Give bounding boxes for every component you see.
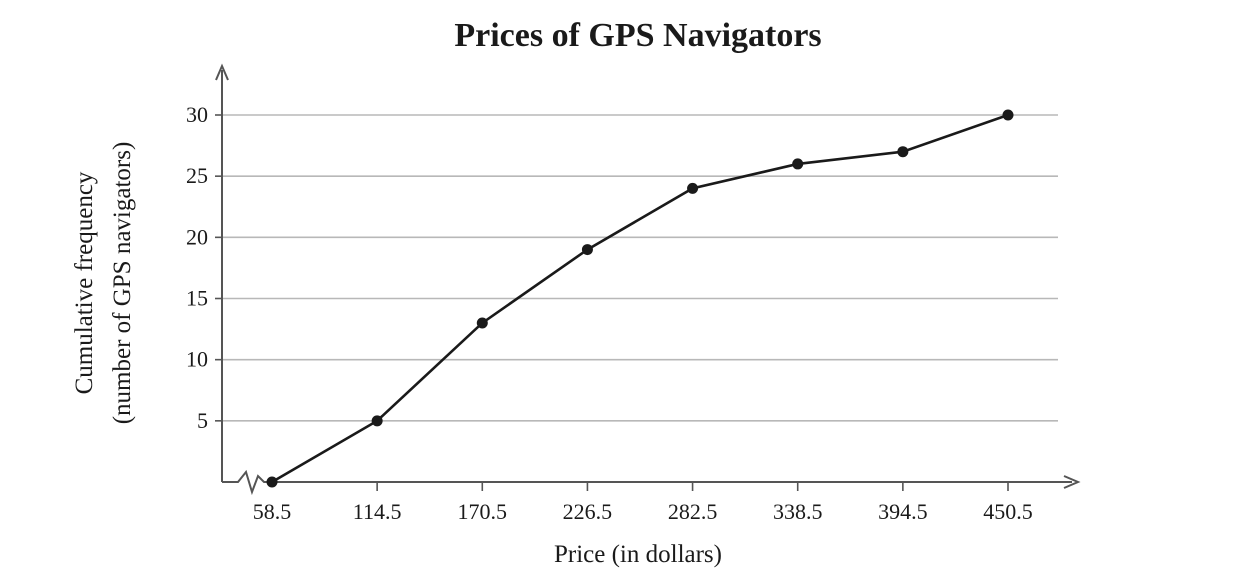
x-tick-label: 58.5 bbox=[253, 499, 292, 524]
x-tick-label: 338.5 bbox=[773, 499, 823, 524]
x-tick-label: 394.5 bbox=[878, 499, 928, 524]
x-tick-label: 170.5 bbox=[458, 499, 508, 524]
x-ticks: 58.5 114.5 170.5 226.5 282.5 338.5 394.5 450.5 bbox=[253, 482, 1033, 524]
x-axis bbox=[222, 469, 1072, 496]
y-axis-label-line1: Cumulative frequency bbox=[71, 171, 98, 394]
y-tick-label: 30 bbox=[186, 102, 208, 127]
cumulative-frequency-line bbox=[271, 113, 1009, 484]
data-point bbox=[897, 146, 909, 158]
y-axis-arrow bbox=[215, 63, 229, 81]
x-tick-label: 450.5 bbox=[983, 499, 1033, 524]
y-tick-label: 20 bbox=[186, 224, 208, 249]
series bbox=[266, 109, 1014, 488]
y-tick-label: 10 bbox=[186, 347, 208, 372]
data-point bbox=[792, 158, 804, 170]
data-point bbox=[371, 415, 383, 427]
y-tick-label: 25 bbox=[186, 163, 208, 188]
y-ticks: 5 10 15 20 25 30 bbox=[186, 102, 222, 433]
chart-title: Prices of GPS Navigators bbox=[454, 17, 821, 54]
data-point bbox=[476, 317, 488, 329]
x-tick-label: 226.5 bbox=[563, 499, 613, 524]
x-tick-label: 282.5 bbox=[668, 499, 718, 524]
axes bbox=[215, 63, 1081, 496]
data-point bbox=[687, 182, 699, 194]
data-point bbox=[266, 476, 278, 488]
y-tick-label: 5 bbox=[197, 408, 208, 433]
data-point bbox=[1002, 109, 1014, 121]
y-axis-label-line2: (number of GPS navigators) bbox=[109, 142, 136, 425]
x-axis-arrow bbox=[1063, 475, 1081, 489]
data-point bbox=[581, 244, 593, 256]
x-tick-label: 114.5 bbox=[353, 499, 402, 524]
gridlines bbox=[222, 114, 1058, 422]
x-axis-label: Price (in dollars) bbox=[554, 541, 722, 568]
y-tick-label: 15 bbox=[186, 286, 208, 311]
